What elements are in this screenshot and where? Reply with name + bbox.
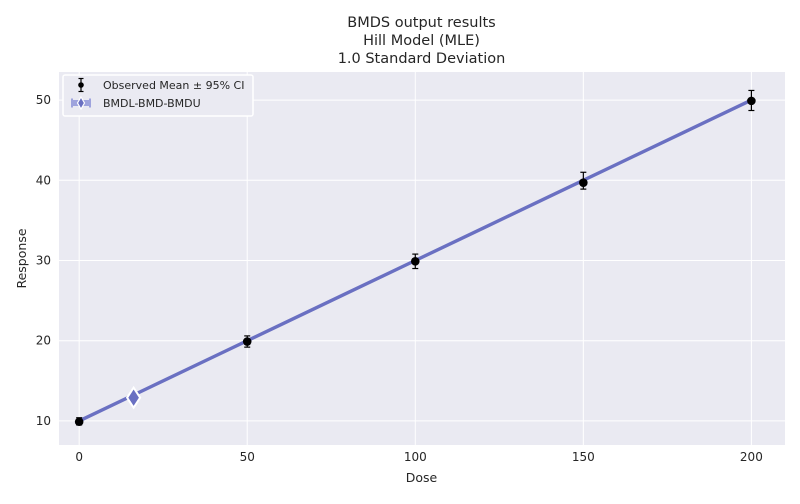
observed-point: [242, 335, 252, 348]
observed-data: [74, 89, 756, 427]
legend-observed-symbol: [78, 77, 84, 93]
axes: 0 50 100 150 200 10 20 30 40 50: [36, 93, 763, 464]
observed-point: [74, 417, 84, 427]
x-tick-label: 100: [404, 450, 427, 464]
x-tick-label: 50: [240, 450, 255, 464]
chart-title: BMDS output results Hill Model (MLE) 1.0…: [338, 15, 506, 67]
observed-marker: [747, 96, 756, 106]
observed-point: [747, 89, 756, 112]
y-tick-label: 20: [36, 334, 51, 348]
observed-marker: [410, 257, 420, 266]
observed-marker: [579, 178, 588, 187]
legend-box: [62, 74, 254, 117]
legend-bmd-symbol: [71, 95, 91, 111]
y-tick-label: 40: [36, 173, 51, 187]
observed-marker: [242, 337, 252, 346]
legend: Observed Mean ± 95% CI BMDL-BMD-BMDU: [62, 74, 254, 117]
observed-point: [410, 253, 420, 270]
x-tick-label: 0: [75, 450, 83, 464]
chart-title-line-1: BMDS output results: [347, 15, 495, 31]
x-axis-label: Dose: [406, 470, 438, 485]
legend-bmd-label: BMDL-BMD-BMDU: [103, 97, 201, 110]
legend-observed-label: Observed Mean ± 95% CI: [103, 79, 244, 92]
bmd-marker: [125, 385, 142, 410]
observed-marker: [74, 417, 84, 427]
observed-point: [579, 171, 588, 190]
y-axis-label: Response: [14, 228, 29, 288]
x-tick-label: 200: [740, 450, 763, 464]
y-tick-label: 30: [36, 254, 51, 268]
bmd-markers: [125, 385, 142, 410]
y-tick-label: 50: [36, 93, 51, 107]
x-tick-label: 150: [572, 450, 595, 464]
chart-title-line-3: 1.0 Standard Deviation: [338, 51, 506, 67]
y-tick-label: 10: [36, 414, 51, 428]
chart-title-line-2: Hill Model (MLE): [363, 33, 480, 49]
